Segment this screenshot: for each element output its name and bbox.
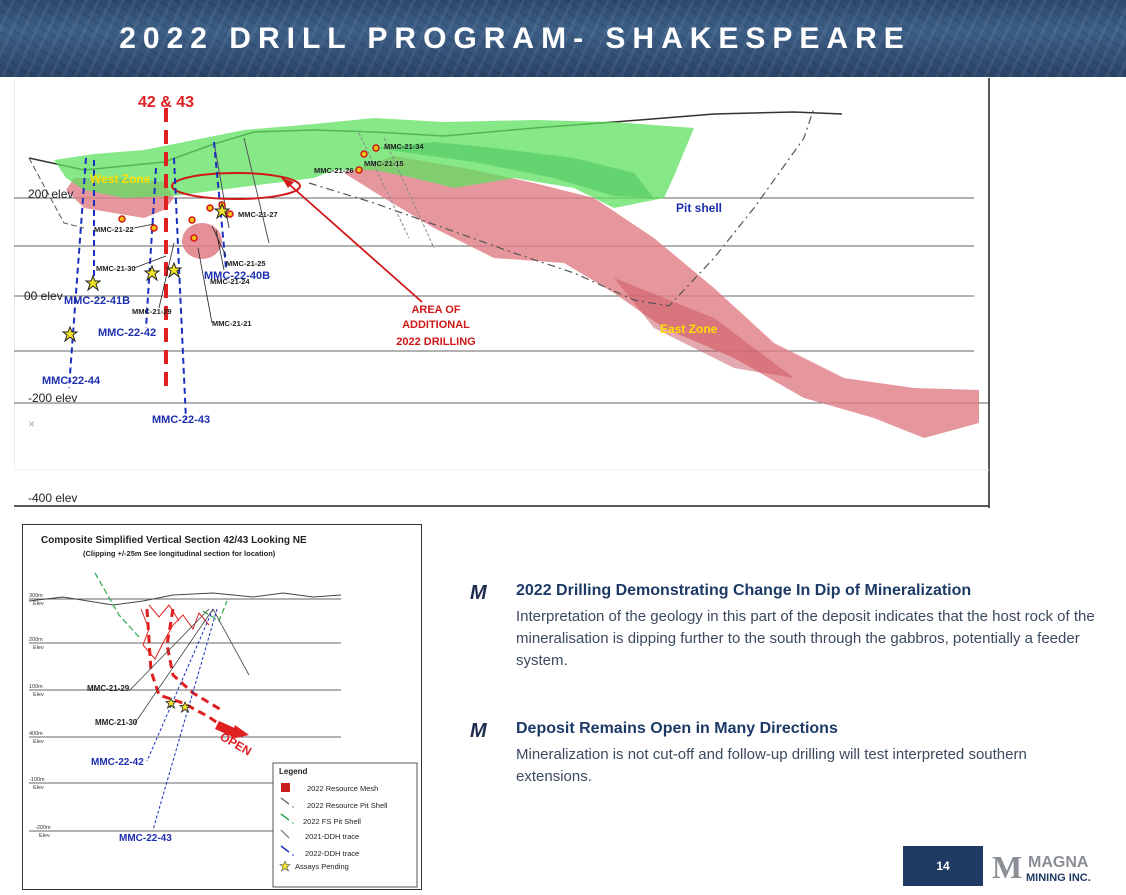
magna-bullet-icon: M — [470, 720, 487, 742]
hole-label: MMC-21-26 — [314, 166, 354, 175]
east-zone-label: East Zone — [660, 322, 718, 336]
hole-label: MMC-21-22 — [94, 225, 134, 234]
hole-label-2022: MMC-22-43 — [152, 414, 210, 426]
inset-elev: 200m — [29, 637, 43, 643]
bullet-heading: 2022 Drilling Demonstrating Change In Di… — [516, 582, 972, 599]
hole-label-2022: MMC-22-44 — [42, 375, 101, 387]
bullet-deposit-open: M Deposit Remains Open in Many Direction… — [470, 720, 1110, 800]
logo-mark: M — [992, 849, 1022, 885]
hole-label-2022: MMC-22-40B — [204, 270, 270, 282]
bullet-body: Interpretation of the geology in this pa… — [516, 608, 1095, 669]
x-marker: × — [28, 417, 35, 431]
magna-logo: M MAGNA MINING INC. — [990, 848, 1116, 886]
inset-hole-label: MMC-21-29 — [87, 684, 130, 693]
callout-arrow — [281, 177, 423, 303]
long-section-figure: 200 elev 00 elev -200 elev -400 elev × 4… — [14, 78, 990, 508]
inset-hole-label: MMC-22-43 — [119, 833, 172, 844]
pit-shell-label: Pit shell — [676, 201, 722, 215]
inset-hole-label: MMC-22-42 — [91, 757, 144, 768]
open-arrow — [215, 721, 237, 737]
hole-label: MMC-21-21 — [212, 319, 252, 328]
ddh-2022-trace — [68, 157, 87, 389]
legend-item: 2021-DDH trace — [305, 832, 359, 841]
inset-subtitle: (Clipping +/-25m See longitudinal sectio… — [83, 549, 276, 558]
inset-elev-sub: Elev — [33, 692, 44, 698]
elev-label-minus400: -400 elev — [28, 491, 77, 505]
inset-elev: 300m — [29, 593, 43, 599]
area-of-additional-drilling-ellipse — [171, 172, 301, 200]
legend: Legend 2022 Resource Mesh 2022 Resource … — [272, 762, 418, 888]
page-title: 2022 DRILL PROGRAM- SHAKESPEARE — [119, 22, 911, 55]
hole-label: MMC-21-27 — [238, 210, 278, 219]
hole-label: MMC-21-25 — [226, 259, 266, 268]
page-number: 14 — [903, 846, 983, 886]
bullet-dip-mineralization: M 2022 Drilling Demonstrating Change In … — [470, 582, 1110, 682]
banner-texture — [0, 0, 1126, 77]
elev-label-00: 00 elev — [24, 289, 63, 303]
inset-elev: 400m — [29, 731, 43, 737]
hole-label: MMC-21-15 — [364, 159, 404, 168]
hole-label-2022: MMC-22-41B — [64, 295, 130, 307]
area-callout-line2: ADDITIONAL — [402, 319, 470, 331]
long-section-svg: 200 elev 00 elev -200 elev -400 elev × 4… — [14, 78, 990, 508]
inset-elev: -200m — [35, 825, 51, 831]
hole-label: MMC-21-24 — [210, 277, 250, 286]
inset-elev-sub: Elev — [39, 833, 50, 839]
hole-label: MMC-21-29 — [132, 307, 172, 316]
legend-item: 2022 Resource Mesh — [307, 784, 378, 793]
inset-hole-label: MMC-21-30 — [95, 718, 138, 727]
inset-title: Composite Simplified Vertical Section 42… — [41, 535, 307, 546]
legend-item: 2022 Resource Pit Shell — [307, 801, 388, 810]
hole-label-2022: MMC-22-42 — [98, 327, 156, 339]
legend-item: 2022-DDH trace — [305, 849, 359, 858]
inset-elev-sub: Elev — [33, 601, 44, 607]
star-icon — [279, 860, 291, 872]
hole-label: MMC-21-30 — [96, 264, 136, 273]
legend-swatch-mesh — [281, 783, 290, 792]
inset-elev-sub: Elev — [33, 739, 44, 745]
elev-label-minus200: -200 elev — [28, 391, 77, 405]
bullet-heading: Deposit Remains Open in Many Directions — [516, 720, 838, 737]
pit-shell-green — [54, 118, 694, 208]
magna-logo-svg: M MAGNA MINING INC. — [990, 848, 1116, 886]
inset-elev-sub: Elev — [33, 645, 44, 651]
logo-line1: MAGNA — [1028, 854, 1089, 871]
magna-bullet-icon: M — [470, 582, 487, 604]
inset-pit-dashed — [145, 608, 230, 733]
bullet-body: Mineralization is not cut-off and follow… — [516, 746, 1027, 785]
hole-label: MMC-21-34 — [384, 142, 424, 151]
legend-item: 2022 FS Pit Shell — [303, 817, 361, 826]
inset-elev: -100m — [29, 777, 45, 783]
mineralization-blob — [182, 223, 222, 259]
section-line-label: 42 & 43 — [138, 94, 194, 111]
elev-label-200: 200 elev — [28, 187, 73, 201]
inset-svg: Composite Simplified Vertical Section 42… — [28, 535, 418, 888]
title-banner: 2022 DRILL PROGRAM- SHAKESPEARE — [0, 0, 1126, 77]
vertical-section-inset: Composite Simplified Vertical Section 42… — [22, 524, 422, 890]
area-callout-line3: 2022 DRILLING — [396, 336, 475, 348]
inset-elev-sub: Elev — [33, 785, 44, 791]
pit-shell-outline — [308, 107, 815, 307]
inset-elev: 100m — [29, 684, 43, 690]
west-zone-label: West Zone — [90, 172, 151, 186]
legend-item: Assays Pending — [295, 862, 349, 871]
legend-title: Legend — [279, 767, 308, 776]
area-callout-line1: AREA OF — [411, 304, 460, 316]
logo-line2: MINING INC. — [1026, 872, 1091, 884]
